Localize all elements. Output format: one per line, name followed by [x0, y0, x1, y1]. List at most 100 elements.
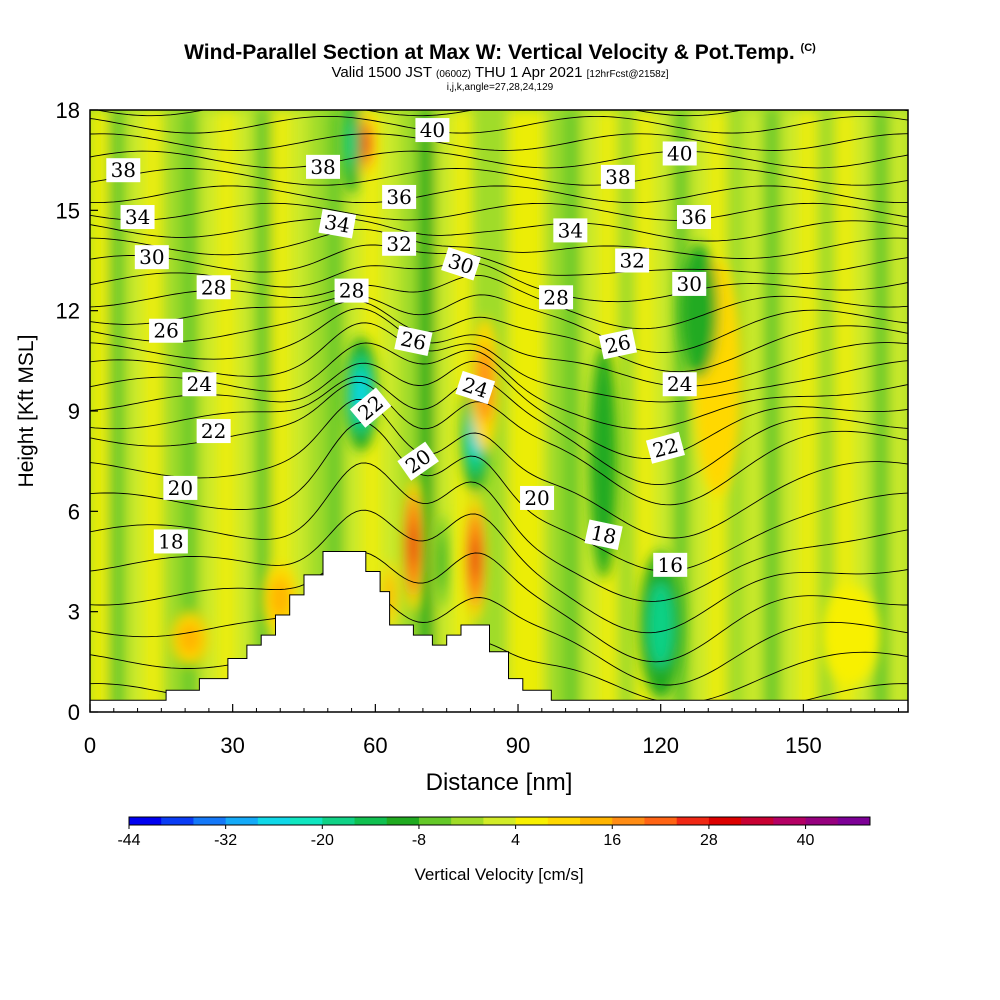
x-tick-label: 150 [785, 733, 822, 758]
contour-label-box [584, 519, 623, 551]
colorbar-segment [837, 817, 871, 825]
colorbar-segment [354, 817, 388, 825]
field-stripe [417, 110, 437, 712]
colorbar: -44 -32 -20 -8 4 16 28 40 [117, 816, 871, 849]
contour-label-box [382, 184, 417, 209]
contour-label-text: 22 [201, 419, 226, 443]
contour-label-box [349, 387, 392, 428]
contour-label-box [163, 475, 198, 500]
contour-label-box [120, 205, 155, 230]
y-tick-label: 6 [68, 499, 80, 524]
velocity-core [648, 582, 674, 668]
contour-label: 26 [394, 325, 433, 357]
theta-contour [90, 133, 908, 151]
contour-label-box [415, 118, 450, 143]
contour-label: 32 [615, 248, 650, 273]
field-stripe [580, 110, 600, 712]
contour-label: 34 [120, 205, 155, 230]
contour-label-text: 34 [323, 210, 352, 238]
contour-label: 30 [134, 245, 169, 270]
field-stripe [617, 110, 637, 712]
contour-label-text: 40 [420, 118, 445, 142]
colorbar-tick-label: -8 [412, 832, 426, 849]
theta-contour [90, 462, 908, 602]
field-stripe [544, 110, 564, 712]
colorbar-segment [805, 817, 839, 825]
theta-contours [90, 110, 908, 712]
theta-contour [90, 217, 908, 242]
x-axis: 0 30 60 90 120 150 [84, 704, 899, 758]
contour-label-text: 36 [681, 205, 706, 229]
field-stripe [108, 110, 128, 712]
contour-label: 26 [149, 318, 184, 343]
field-stripe [144, 110, 164, 712]
velocity-core [822, 584, 880, 686]
field-stripe [835, 110, 855, 712]
field-stripe [744, 110, 764, 712]
contour-label-text: 28 [201, 275, 226, 299]
contour-label-text: 26 [153, 319, 178, 343]
contour-label-box [394, 325, 433, 357]
field-stripe [762, 110, 782, 712]
theta-contour [90, 308, 908, 387]
colorbar-tick-label: -44 [117, 832, 140, 849]
theta-contour [90, 294, 908, 353]
y-tick-label: 18 [56, 98, 80, 123]
theta-contour [90, 509, 908, 634]
x-tick-label: 90 [506, 733, 530, 758]
y-tick-label: 15 [56, 198, 80, 223]
theta-contour [90, 244, 908, 276]
theta-contour [90, 228, 908, 259]
y-axis-label: Height [Kft MSL] [15, 335, 38, 488]
contour-label-box [382, 231, 417, 256]
colorbar-segment [322, 817, 356, 825]
contour-label-box [334, 278, 369, 303]
velocity-core [471, 537, 479, 579]
colorbar-segment [483, 817, 517, 825]
colorbar-segment [515, 817, 549, 825]
colorbar-frame [128, 816, 871, 826]
contour-label-text: 20 [524, 486, 549, 510]
contour-label-box [441, 247, 481, 281]
contour-label-box [645, 431, 685, 464]
contour-label-box [397, 441, 439, 481]
contour-label-box [182, 372, 217, 397]
theta-contour [90, 398, 908, 539]
contour-label-text: 20 [168, 476, 193, 500]
field-stripe [508, 110, 528, 712]
colorbar-segment [773, 817, 807, 825]
theta-contour [90, 360, 908, 460]
contour-label: 22 [196, 419, 231, 444]
contour-label: 40 [662, 141, 697, 166]
contour-label: 34 [553, 218, 588, 243]
theta-contour [90, 168, 908, 186]
theta-contour [90, 375, 908, 486]
contour-label-text: 34 [558, 218, 583, 242]
contour-label: 24 [182, 372, 217, 397]
velocity-core [347, 122, 356, 165]
contour-label-text: 18 [158, 529, 183, 553]
grid-indices: i,j,k,angle=27,28,24,129 [446, 82, 554, 93]
velocity-core [361, 129, 370, 158]
contour-label-box [539, 285, 574, 310]
field-stripe [435, 110, 455, 712]
field-stripe [380, 110, 401, 712]
field-stripe [562, 110, 582, 712]
contour-label: 38 [600, 164, 635, 189]
contour-label-box [553, 218, 588, 243]
y-tick-label: 3 [68, 600, 80, 625]
colorbar-tick-label: 4 [511, 832, 520, 849]
colorbar-segment [676, 817, 710, 825]
colorbar-segment [129, 817, 162, 825]
contour-label-text: 38 [605, 165, 630, 189]
field-stripe [798, 110, 819, 712]
theta-contour [90, 202, 908, 221]
contour-label-text: 24 [187, 372, 212, 396]
contour-label-text: 32 [619, 249, 644, 273]
forecast-info: [12hrFcst@2158z] [586, 69, 669, 80]
colorbar-segment [741, 817, 774, 825]
contour-label-box [520, 485, 555, 510]
theta-contour [90, 551, 908, 663]
colorbar-segment [225, 817, 259, 825]
